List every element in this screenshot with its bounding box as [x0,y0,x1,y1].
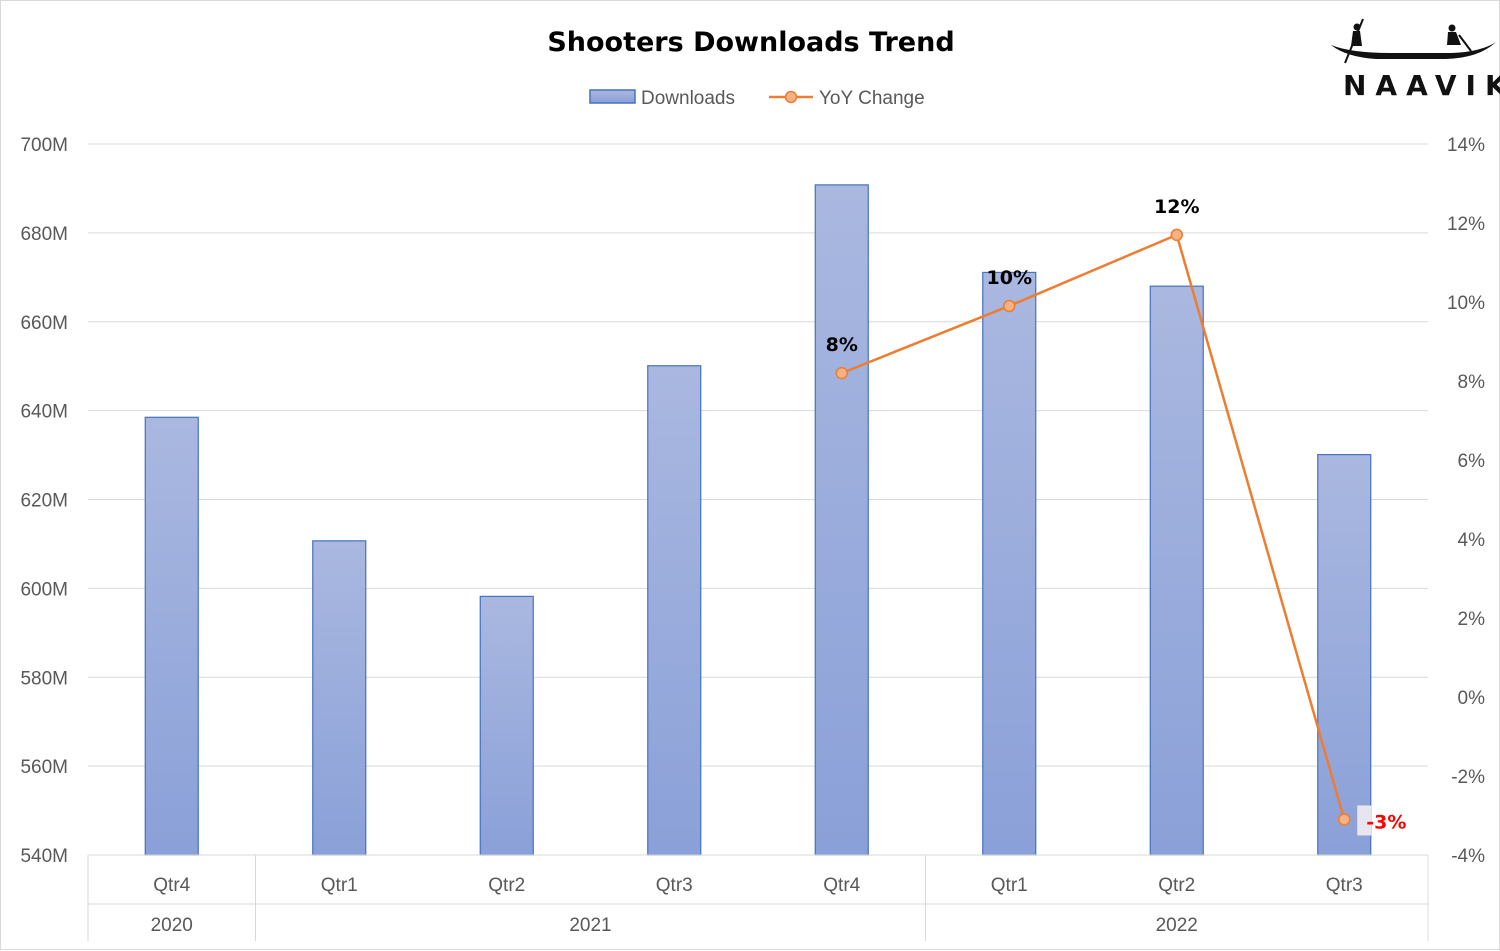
y-right-tick-label: 12% [1447,214,1485,235]
y-right-tick-label: 10% [1447,293,1485,314]
x-group-label: 2021 [569,915,611,936]
y-right-tick-label: -2% [1451,767,1485,788]
yoy-line [841,233,1346,820]
x-tick-label: Qtr2 [1158,875,1195,896]
data-label: 12% [1154,196,1199,218]
y-left-tick-label: 680M [20,224,68,245]
bar [1317,454,1372,856]
x-tick-label: Qtr4 [823,875,860,896]
y-left-tick-label: 660M [20,313,68,334]
legend-label-downloads: Downloads [641,88,735,109]
x-tick-label: Qtr1 [991,875,1028,896]
bar [479,595,534,856]
y-left-tick-label: 700M [20,135,68,156]
y-axis-right: -4% -2% 0% 2% 4% 6% 8% 10% 12% 14% [1447,135,1485,867]
x-tick-label: Qtr3 [656,875,693,896]
chart-title: Shooters Downloads Trend [547,27,954,58]
y-right-tick-label: 0% [1458,688,1486,709]
yoy-marker [1170,228,1183,242]
yoy-marker [835,366,848,380]
naavik-logo: NAAVIK [1331,18,1500,102]
x-tick-label: Qtr4 [153,875,190,896]
y-left-tick-label: 540M [20,846,68,867]
x-axis: Qtr4 Qtr1 Qtr2 Qtr3 Qtr4 Qtr1 Qtr2 Qtr3 2020 2021… [87,854,1429,941]
y-left-tick-label: 640M [20,402,68,423]
boat-icon [1331,42,1496,59]
x-tick-label: Qtr3 [1326,875,1363,896]
bar [814,184,869,856]
y-right-tick-label: 6% [1458,451,1486,472]
line-series-yoy-change: 8% 10% 12% -3% [826,196,1406,836]
data-label-background [1357,805,1372,836]
x-tick-label: Qtr2 [488,875,525,896]
bar [312,540,367,856]
bar-series-downloads [144,184,1372,856]
y-left-tick-label: 580M [20,668,68,689]
y-right-tick-label: 14% [1447,135,1485,156]
x-group-label: 2020 [151,915,193,936]
yoy-marker [1003,299,1016,313]
y-right-tick-label: 2% [1458,609,1486,630]
gridlines [88,143,1428,856]
legend-swatch-downloads [589,89,636,104]
y-right-tick-label: 8% [1458,372,1486,393]
bar [982,271,1037,856]
y-left-tick-label: 620M [20,491,68,512]
bar [1149,285,1204,856]
legend-label-yoy: YoY Change [819,88,925,109]
logo-text: NAAVIK [1343,69,1500,102]
data-label: 10% [987,267,1032,289]
y-axis-left: 540M 560M 580M 600M 620M 640M 660M 680M 700M [20,135,68,867]
x-tick-label: Qtr1 [321,875,358,896]
yoy-marker [1338,813,1351,826]
legend: Downloads YoY Change [589,88,925,109]
data-label: -3% [1366,811,1406,833]
bar [647,365,702,856]
legend-swatch-yoy-marker [784,90,798,104]
x-group-label: 2022 [1156,915,1198,936]
y-left-tick-label: 560M [20,757,68,778]
y-right-tick-label: 4% [1458,530,1486,551]
bar [144,416,199,856]
data-label: 8% [826,334,858,356]
y-right-tick-label: -4% [1451,846,1485,867]
y-left-tick-label: 600M [20,579,68,600]
